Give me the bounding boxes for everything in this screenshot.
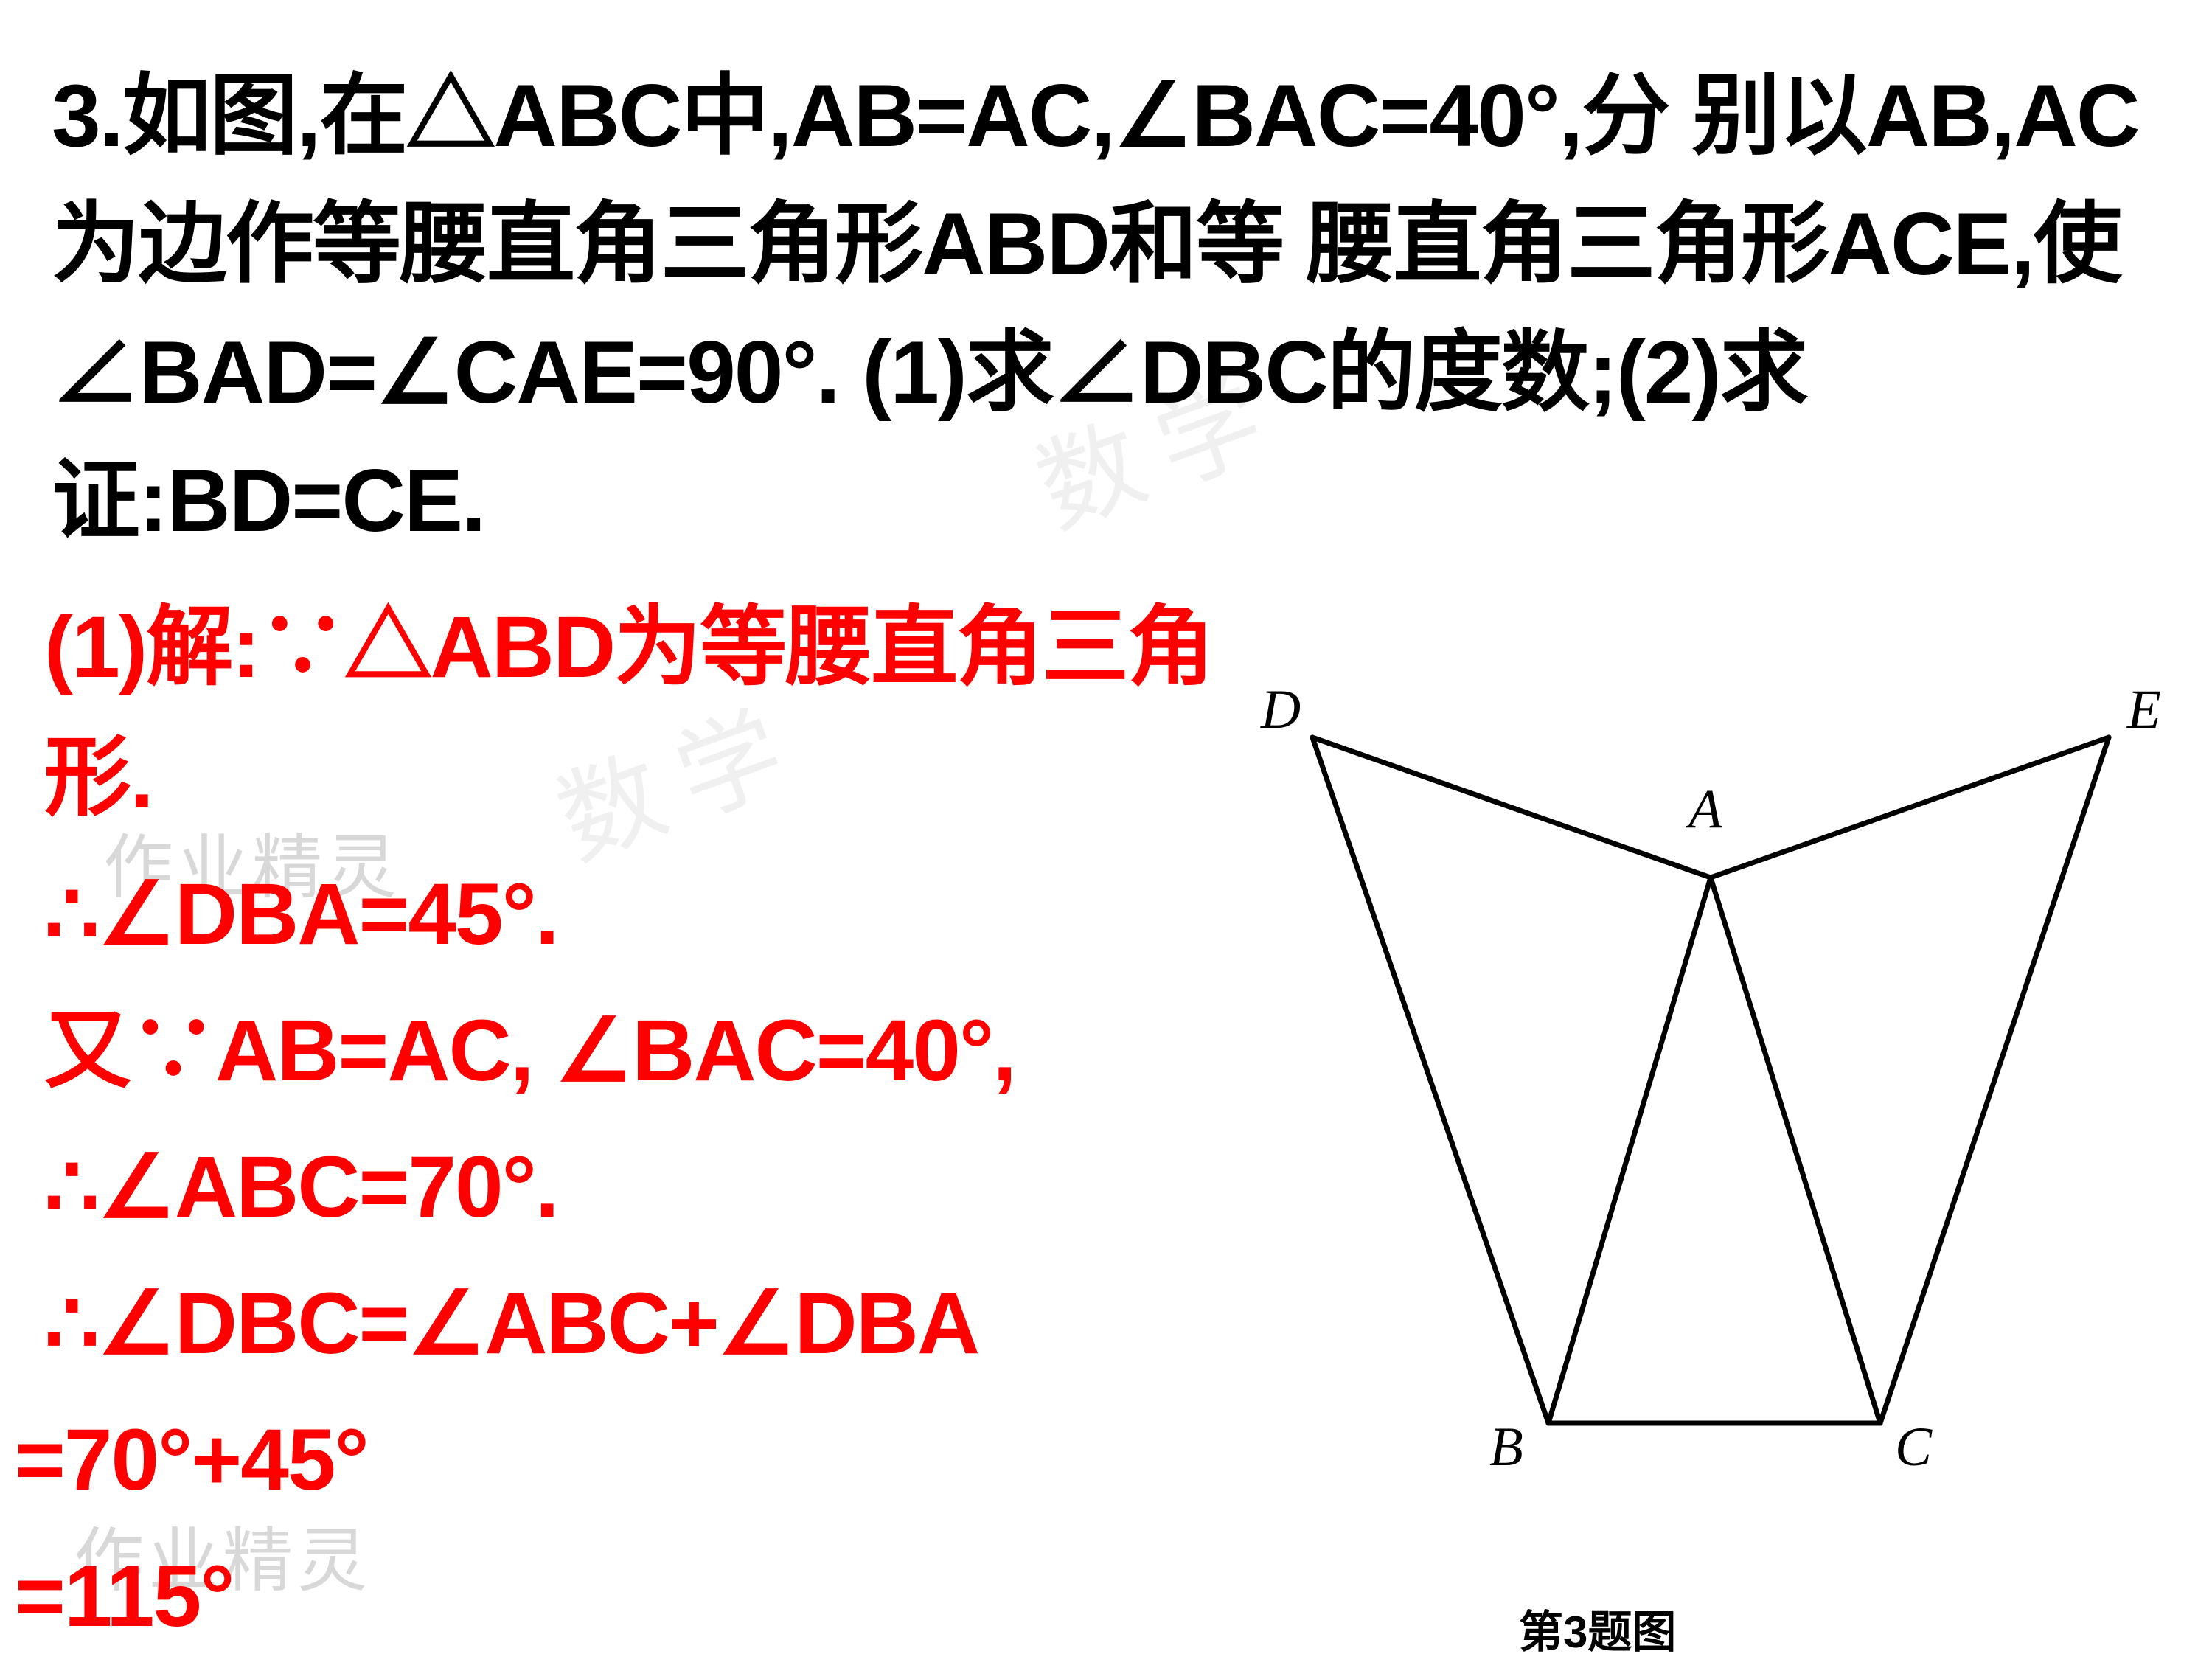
vertex-label-c: C (1895, 1416, 1932, 1479)
solution-line: (1)解:∵△ABD为等腰直角三角形. (44, 583, 1283, 844)
solution-block: (1)解:∵△ABD为等腰直角三角形. ∴∠DBA=45°. 又∵AB=AC, … (44, 583, 1283, 1668)
vertex-label-a: A (1688, 778, 1722, 841)
solution-line: 又∵AB=AC, ∠BAC=40°, (44, 986, 1283, 1116)
solution-line: ∴∠DBA=45°. (44, 849, 1283, 980)
solution-line: =70°+45° (15, 1395, 1283, 1526)
vertex-label-d: D (1261, 678, 1301, 742)
geometry-diagram: D E A B C (1253, 649, 2175, 1608)
vertex-label-e: E (2127, 678, 2161, 742)
problem-statement: 3.如图,在△ABC中,AB=AC,∠BAC=40°,分 别以AB,AC为边作等… (52, 52, 2160, 565)
problem-line: 3.如图,在△ABC中,AB=AC,∠BAC=40°,分 (52, 66, 1669, 165)
solution-line: ∴∠ABC=70°. (44, 1122, 1283, 1253)
solution-line: ∴∠DBC=∠ABC+∠DBA (44, 1259, 1283, 1389)
solution-line: =115° (15, 1532, 1283, 1662)
vertex-label-b: B (1489, 1416, 1523, 1479)
